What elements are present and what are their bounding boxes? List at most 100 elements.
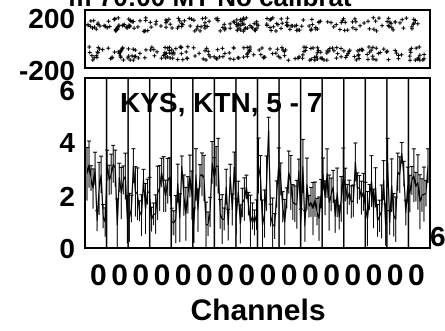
top-data-point bbox=[409, 24, 414, 29]
top-data-point bbox=[380, 23, 385, 28]
top-data-point bbox=[315, 56, 320, 61]
top-data-point bbox=[169, 48, 174, 53]
top-data-point bbox=[304, 45, 309, 50]
series-segment bbox=[120, 180, 124, 194]
top-data-point bbox=[132, 26, 137, 31]
top-data-point bbox=[194, 27, 199, 32]
series-segment bbox=[391, 185, 395, 216]
top-data-point bbox=[324, 51, 329, 56]
series-segment bbox=[263, 183, 268, 214]
top-data-point bbox=[203, 48, 208, 53]
x-tick-label: 0 bbox=[175, 259, 192, 292]
top-data-point bbox=[286, 58, 291, 63]
top-data-point bbox=[182, 18, 187, 23]
top-data-point bbox=[106, 19, 111, 24]
top-data-point bbox=[352, 16, 357, 21]
top-data-point bbox=[389, 25, 394, 30]
top-data-point bbox=[374, 28, 379, 33]
top-data-point bbox=[339, 54, 344, 59]
series-segment bbox=[286, 172, 290, 199]
top-data-point bbox=[89, 53, 94, 58]
top-data-point bbox=[358, 23, 363, 28]
top-data-point bbox=[87, 45, 92, 50]
top-data-point bbox=[94, 55, 99, 60]
series-segment bbox=[136, 193, 141, 212]
series-segment bbox=[298, 170, 302, 226]
x-tick-label: 0 bbox=[260, 259, 277, 292]
top-data-point bbox=[275, 47, 280, 52]
series-segment bbox=[274, 194, 278, 227]
top-data-point bbox=[401, 26, 406, 31]
series-segment bbox=[417, 182, 421, 203]
x-tick-label: 0 bbox=[323, 259, 340, 292]
top-data-point bbox=[202, 20, 207, 25]
top-data-point bbox=[176, 16, 181, 21]
top-data-point bbox=[143, 18, 148, 23]
x-tick-label: 0 bbox=[281, 259, 298, 292]
series-segment bbox=[314, 199, 318, 212]
series-segment bbox=[245, 187, 250, 204]
top-data-point bbox=[228, 26, 233, 31]
top-data-point bbox=[408, 58, 413, 63]
series-segment bbox=[249, 216, 254, 223]
top-data-point bbox=[322, 57, 327, 62]
top-data-point bbox=[236, 21, 241, 26]
top-data-point bbox=[95, 22, 100, 27]
series-segment bbox=[112, 163, 116, 169]
series-segment bbox=[409, 180, 413, 194]
top-ytick-label: -200 bbox=[19, 55, 75, 86]
top-data-point bbox=[337, 27, 342, 32]
series-segment bbox=[405, 185, 409, 213]
top-data-point bbox=[116, 15, 121, 20]
series-segment bbox=[257, 165, 262, 179]
top-data-point bbox=[241, 55, 246, 60]
top-data-point bbox=[359, 47, 364, 52]
top-data-point bbox=[353, 27, 358, 32]
series-segment bbox=[326, 173, 330, 203]
series-segment bbox=[179, 166, 183, 218]
series-segment bbox=[187, 176, 191, 196]
top-data-point bbox=[124, 24, 129, 29]
series-segment bbox=[267, 130, 272, 216]
top-data-point bbox=[371, 15, 376, 20]
series-segment bbox=[96, 188, 100, 221]
series-segment bbox=[88, 164, 92, 179]
top-data-point bbox=[191, 18, 196, 23]
top-data-point bbox=[228, 21, 233, 26]
top-data-point bbox=[208, 54, 213, 59]
top-data-point bbox=[247, 47, 252, 52]
series-segment bbox=[354, 162, 358, 189]
top-data-point bbox=[335, 51, 340, 56]
top-data-point bbox=[148, 48, 153, 53]
series-segment bbox=[348, 192, 352, 203]
top-data-point bbox=[339, 46, 344, 51]
series-segment bbox=[197, 176, 201, 211]
series-segment bbox=[318, 193, 322, 219]
top-data-point bbox=[231, 19, 236, 24]
series-segment bbox=[223, 186, 227, 220]
top-data-point bbox=[138, 18, 143, 23]
top-data-point bbox=[362, 20, 367, 25]
series-segment bbox=[399, 153, 403, 175]
series-segment bbox=[385, 162, 389, 225]
x-tick-label: 0 bbox=[154, 259, 171, 292]
top-data-point bbox=[282, 53, 287, 58]
top-data-point bbox=[185, 44, 190, 49]
series-segment bbox=[306, 183, 310, 207]
top-data-point bbox=[350, 19, 355, 24]
top-data-point bbox=[131, 47, 136, 52]
top-data-point bbox=[376, 51, 381, 56]
series-segment bbox=[237, 191, 241, 225]
series-segment bbox=[239, 202, 243, 225]
top-data-point bbox=[244, 15, 249, 20]
series-segment bbox=[118, 177, 122, 194]
top-data-point bbox=[334, 22, 339, 27]
series-segment bbox=[362, 192, 367, 209]
top-data-point bbox=[264, 22, 269, 27]
series-segment bbox=[374, 187, 379, 221]
top-data-point bbox=[177, 18, 182, 23]
top-data-point bbox=[132, 54, 137, 59]
top-data-point bbox=[374, 46, 379, 51]
top-data-point bbox=[155, 49, 160, 54]
top-data-point bbox=[409, 46, 414, 51]
